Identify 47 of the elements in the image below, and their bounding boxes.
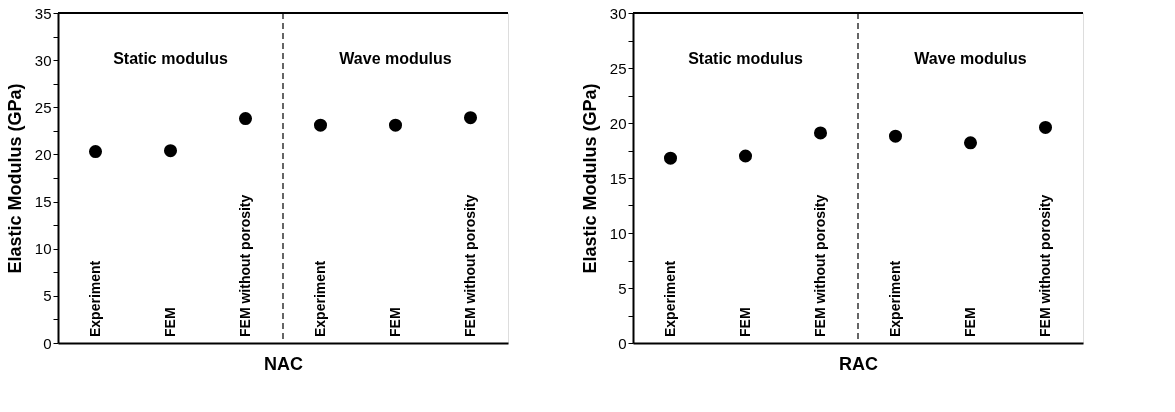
annotation: Static modulus	[113, 50, 228, 68]
x-tick-label: FEM	[736, 307, 753, 337]
y-tick-label: 25	[609, 59, 627, 77]
point	[813, 126, 828, 140]
x-tick-label: FEM without porosity	[461, 194, 478, 337]
y-tick-label: 15	[34, 193, 52, 211]
x-tick-label: Experiment	[886, 260, 903, 337]
x-tick-label: FEM without porosity	[236, 194, 253, 337]
x-tick-label: FEM without porosity	[1036, 194, 1053, 337]
x-tick-label: FEM without porosity	[811, 194, 828, 337]
x-tick-label: Experiment	[311, 260, 328, 337]
point	[463, 111, 478, 125]
y-tick-label: 0	[618, 334, 627, 352]
annotation: Wave modulus	[914, 50, 1027, 68]
point	[88, 145, 103, 159]
y-tick-label: 5	[618, 279, 627, 297]
y-axis-title: Elastic Modulus (GPa)	[4, 83, 25, 274]
x-axis-title: RAC	[839, 353, 878, 374]
point	[388, 118, 403, 132]
point	[888, 129, 903, 143]
x-axis-title: NAC	[264, 353, 303, 374]
point	[238, 112, 253, 126]
y-tick-label: 35	[34, 4, 52, 22]
point	[738, 149, 753, 163]
point	[663, 151, 678, 165]
point	[313, 118, 328, 132]
x-tick-label: FEM	[961, 307, 978, 337]
x-tick-label: FEM	[161, 307, 178, 337]
x-tick-label: FEM	[386, 307, 403, 337]
y-tick-label: 25	[34, 98, 52, 116]
y-tick-label: 15	[609, 169, 627, 187]
y-tick-label: 20	[34, 145, 52, 163]
annotation: Static modulus	[688, 50, 803, 68]
y-tick-label: 30	[609, 4, 627, 22]
x-tick-label: Experiment	[661, 260, 678, 337]
annotation: Wave modulus	[339, 50, 452, 68]
y-tick-label: 10	[34, 240, 52, 258]
point	[963, 136, 978, 150]
x-tick-label: Experiment	[86, 260, 103, 337]
point	[1038, 120, 1053, 134]
y-tick-label: 0	[43, 334, 52, 352]
y-axis-title: Elastic Modulus (GPa)	[579, 83, 600, 274]
point	[163, 144, 178, 158]
y-tick-label: 10	[609, 224, 627, 242]
y-tick-label: 5	[43, 287, 52, 305]
y-tick-label: 30	[34, 51, 52, 69]
y-tick-label: 20	[609, 114, 627, 132]
